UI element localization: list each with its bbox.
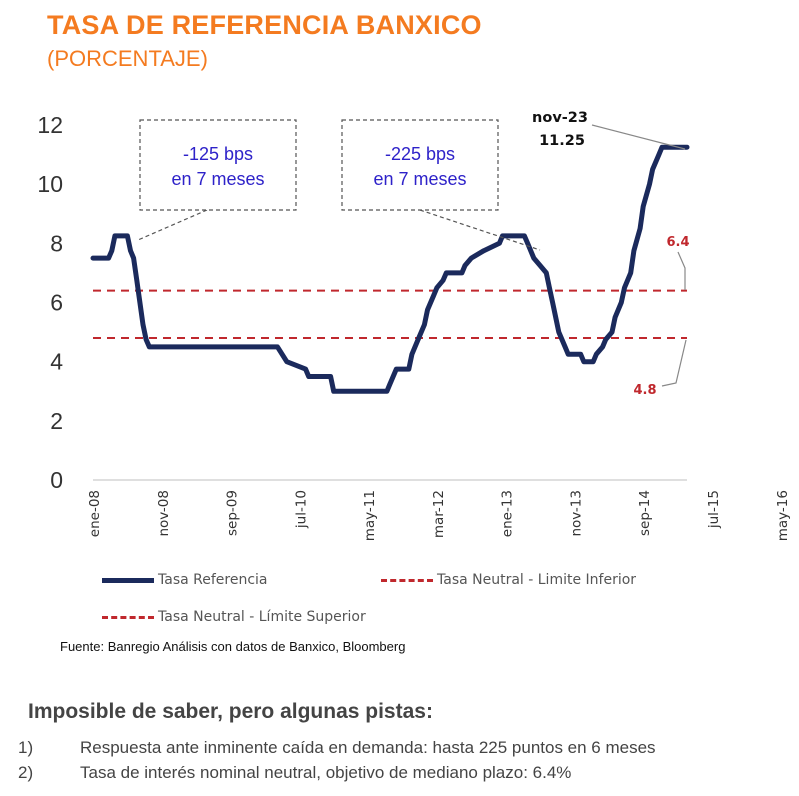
x-tick-label: jul-10 <box>293 490 309 529</box>
lower-label-leader <box>661 339 687 387</box>
annotation-box-125bps-text: -125 bps <box>183 144 253 164</box>
x-tick-label: nov-13 <box>568 490 584 537</box>
y-tick-label: 4 <box>50 349 63 375</box>
upper-label-leader <box>677 251 686 290</box>
list-item: 2) Tasa de interés nominal neutral, obje… <box>18 763 656 788</box>
annotation-connector <box>419 209 541 251</box>
annotation-box-225bps-text: -225 bps <box>385 144 455 164</box>
legend-label: Tasa Neutral - Limite Inferior <box>437 572 637 588</box>
x-tick-label: mar-12 <box>431 490 447 538</box>
legend-item-tasa-referencia: Tasa Referencia <box>102 572 268 588</box>
x-tick-label: ene-08 <box>87 490 103 537</box>
y-tick-label: 12 <box>37 112 63 138</box>
legend-item-limite-inferior: Tasa Neutral - Limite Inferior <box>381 572 636 588</box>
last-value-date: nov-23 <box>532 110 588 126</box>
legend-swatch-dashed <box>381 578 433 582</box>
annotation-box-225bps-frame <box>341 119 499 211</box>
y-tick-label: 2 <box>50 408 63 434</box>
list-item-number: 2) <box>18 763 34 782</box>
legend-label: Tasa Neutral - Límite Superior <box>158 609 366 625</box>
x-tick-label: may-16 <box>775 490 791 541</box>
source-note: Fuente: Banregio Análisis con datos de B… <box>60 639 406 654</box>
y-tick-label: 8 <box>50 230 63 256</box>
y-tick-label: 10 <box>37 171 63 197</box>
x-tick-label: may-11 <box>362 490 378 541</box>
annotation-box-125bps-text: en 7 meses <box>171 169 264 189</box>
chart-title: TASA DE REFERENCIA BANXICO <box>47 10 482 40</box>
list-item-number: 1) <box>18 738 34 757</box>
list-item: 1) Respuesta ante inminente caída en dem… <box>18 738 656 763</box>
upper-neutral-label: 6.4 <box>666 235 689 250</box>
last-value-rate: 11.25 <box>539 133 585 149</box>
legend-swatch-solid <box>102 577 154 583</box>
notes-list: 1) Respuesta ante inminente caída en dem… <box>18 738 656 788</box>
annotation-box-125bps-frame <box>139 119 297 211</box>
series-line-tasa-referencia <box>90 144 690 394</box>
x-tick-label: jul-15 <box>706 490 722 529</box>
x-tick-label: nov-08 <box>156 490 172 537</box>
annotation-box-225bps-text: en 7 meses <box>373 169 466 189</box>
annotation-connector <box>137 209 208 241</box>
last-value-leader <box>591 124 686 150</box>
rate-chart: 0 2 4 6 8 10 12 ene-08 nov-08 sep-09 jul-10 may-11 m… <box>37 110 791 541</box>
legend-swatch-dashed <box>102 615 154 619</box>
chart-subtitle: (PORCENTAJE) <box>47 46 208 71</box>
x-tick-label: sep-09 <box>225 490 241 536</box>
lower-neutral-label: 4.8 <box>633 383 656 398</box>
x-tick-label: ene-13 <box>500 490 516 537</box>
legend-label: Tasa Referencia <box>158 572 268 588</box>
list-item-text: Tasa de interés nominal neutral, objetiv… <box>80 763 572 782</box>
y-tick-label: 6 <box>50 290 63 316</box>
legend-item-limite-superior: Tasa Neutral - Límite Superior <box>102 609 366 625</box>
x-tick-label: sep-14 <box>637 490 653 536</box>
notes-heading: Imposible de saber, pero algunas pistas: <box>28 700 433 723</box>
list-item-text: Respuesta ante inminente caída en demand… <box>80 738 656 757</box>
y-tick-label: 0 <box>50 467 63 493</box>
